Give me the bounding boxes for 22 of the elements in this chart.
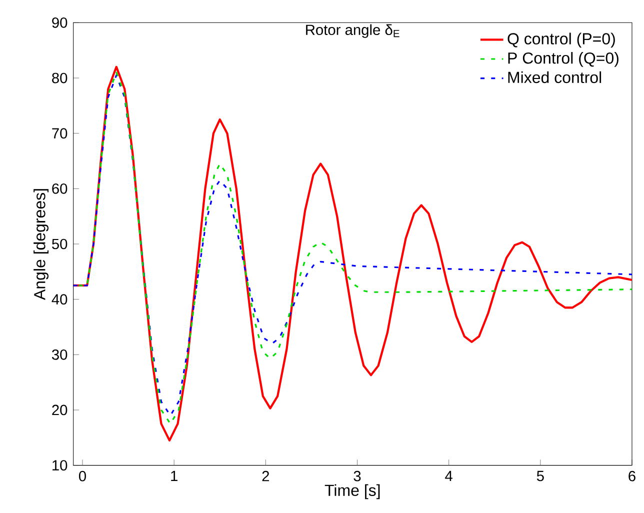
y-tick-label: 20 <box>52 404 68 416</box>
x-tick-label: 2 <box>262 470 270 481</box>
legend-label: Q control (P=0) <box>508 32 615 48</box>
legend-label: Mixed control <box>508 71 602 83</box>
chart-title: Rotor angle δ$_{E}$ <box>306 24 400 38</box>
y-tick-label: 30 <box>52 349 68 360</box>
x-tick-label: 1 <box>171 470 178 481</box>
y-tick-label: 10 <box>52 460 68 470</box>
x-tick-label: 4 <box>445 470 452 481</box>
x-tick-label: 5 <box>536 470 544 481</box>
x-tick-label: 0 <box>78 470 86 482</box>
y-axis-title: Angle [degrees] <box>34 188 48 300</box>
y-tick-label: 50 <box>52 238 68 250</box>
x-axis-title: Time [s] <box>324 484 380 499</box>
y-tick-label: 90 <box>52 17 68 28</box>
y-tick-label: 40 <box>52 294 68 304</box>
legend-label: P Control (Q=0) <box>508 52 618 67</box>
x-tick-label: 3 <box>354 470 361 482</box>
x-tick-label: 6 <box>628 470 636 482</box>
y-tick-label: 70 <box>52 128 68 138</box>
y-tick-label: 80 <box>52 72 68 84</box>
y-tick-label: 60 <box>52 183 68 194</box>
